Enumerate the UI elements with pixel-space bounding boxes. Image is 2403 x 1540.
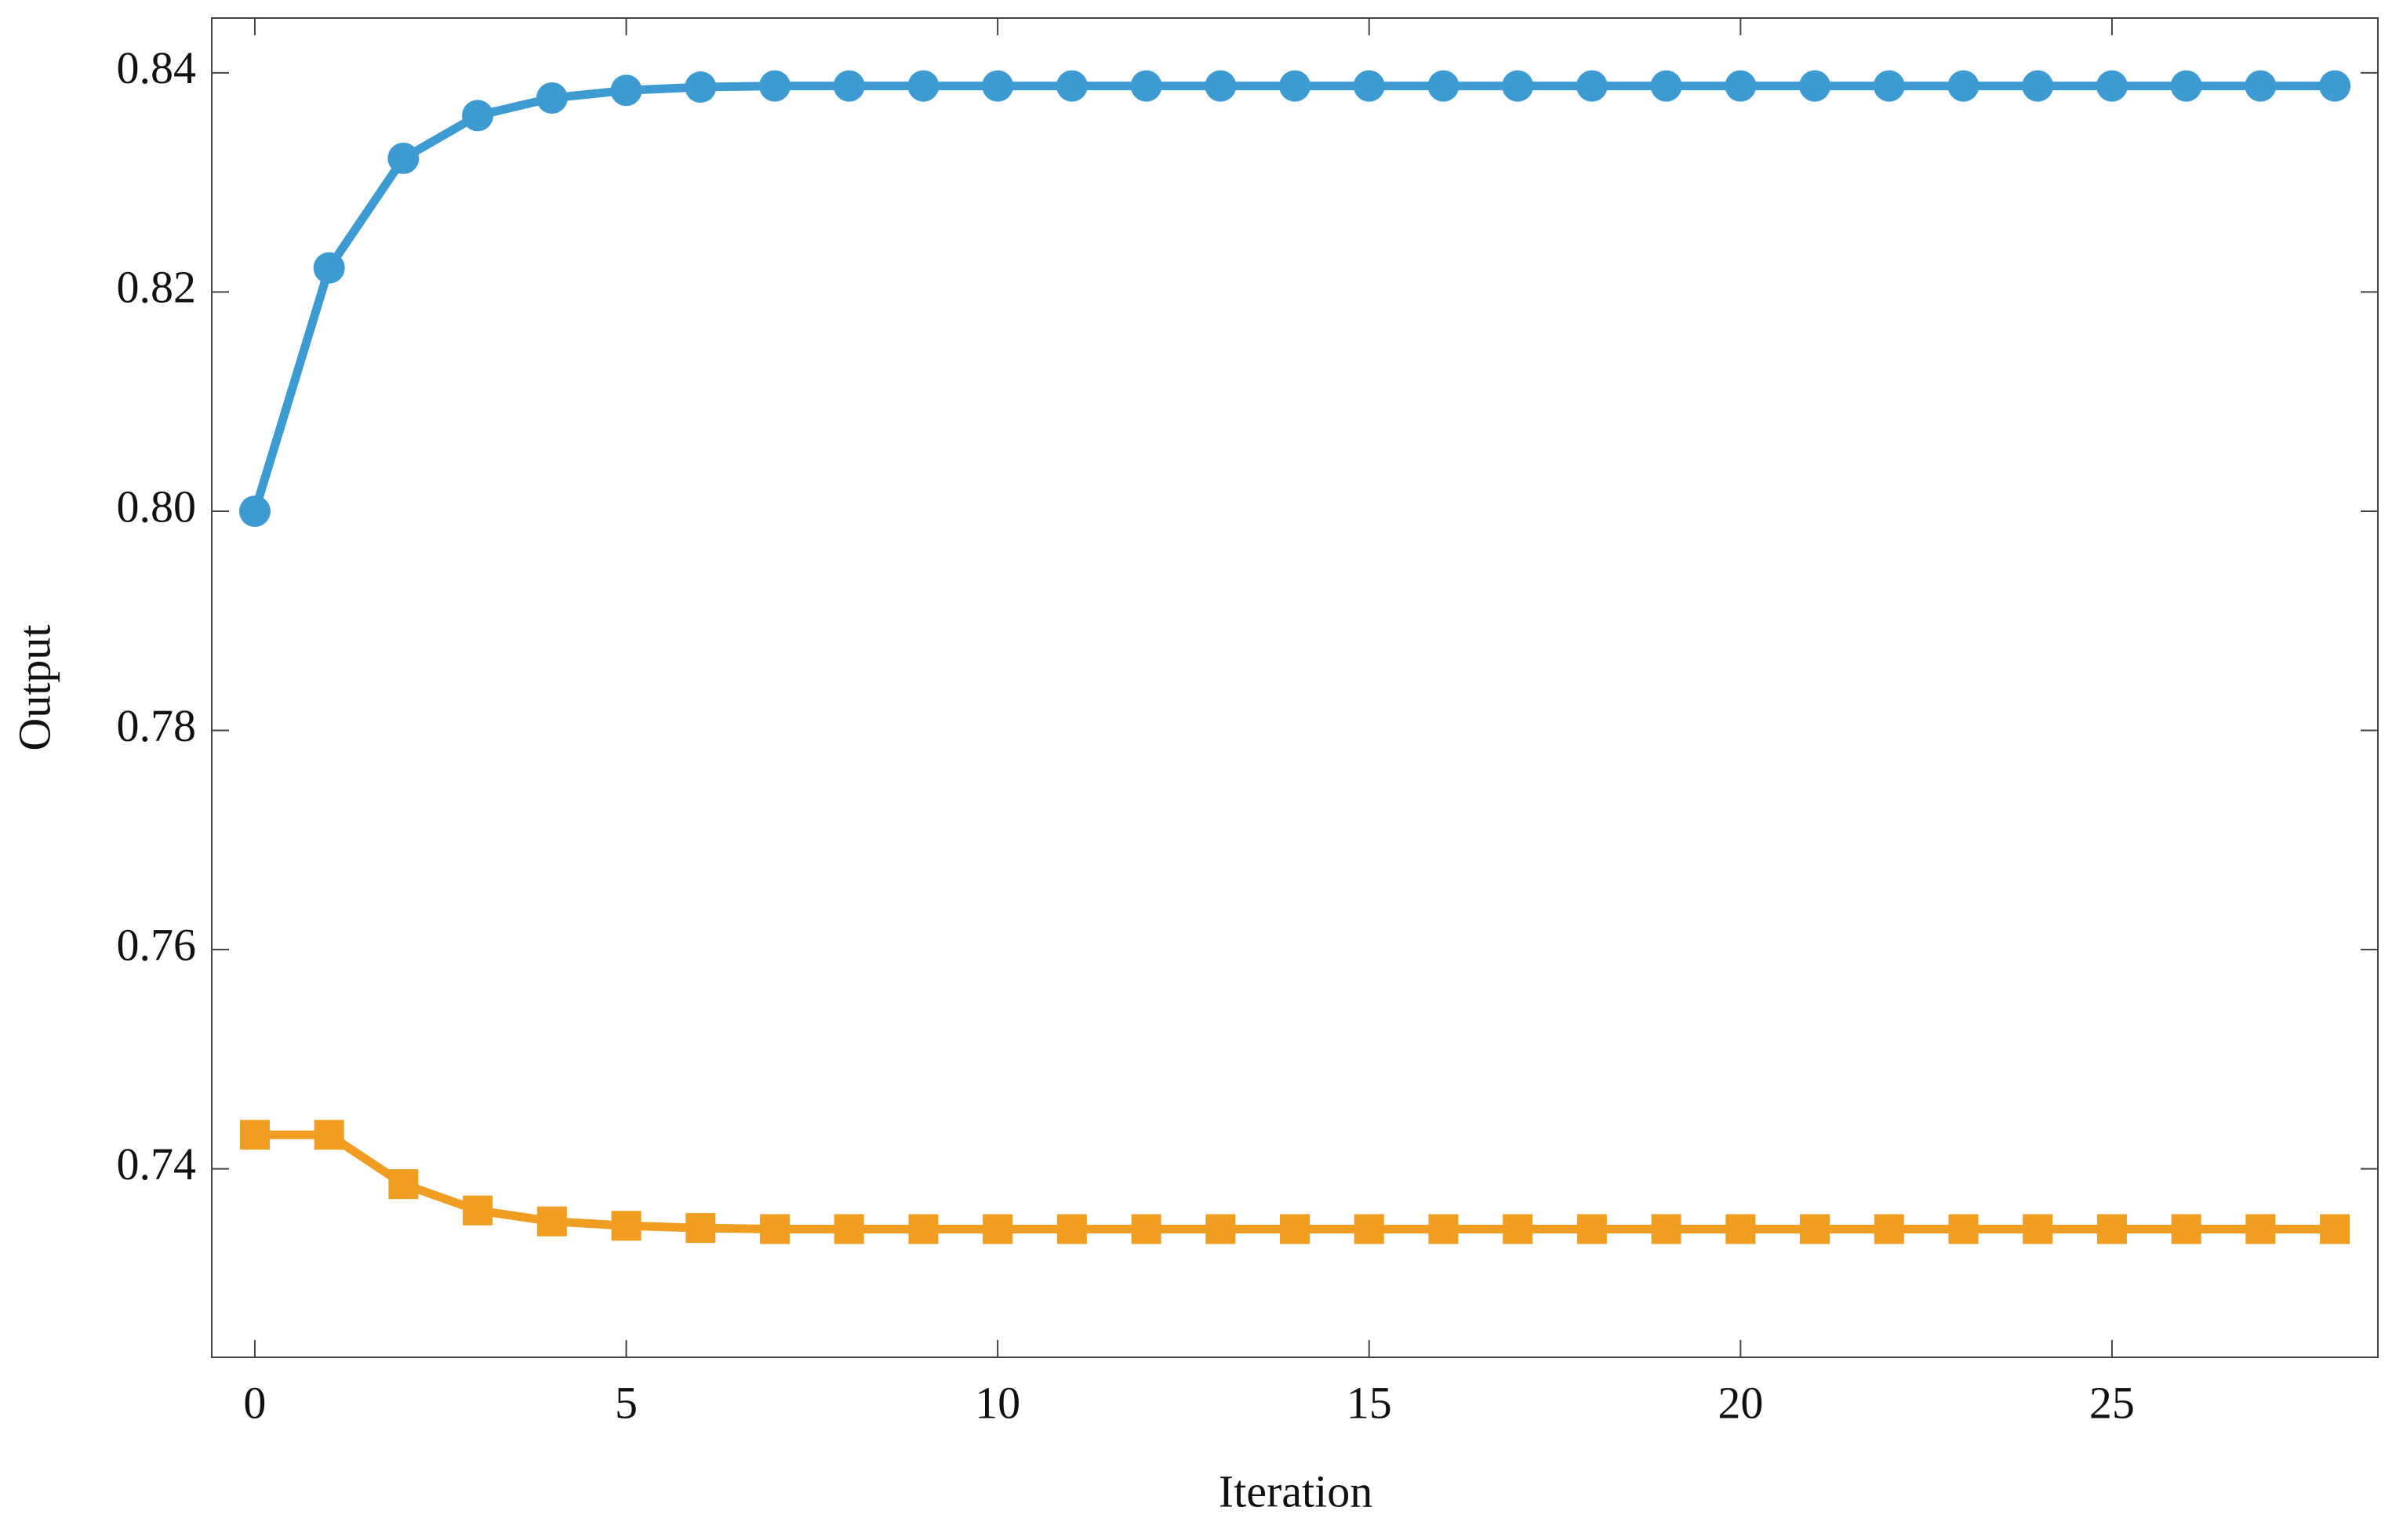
point-marker <box>2319 70 2351 102</box>
point-marker <box>758 70 791 102</box>
point-marker <box>1799 70 1831 102</box>
point-marker <box>907 70 940 102</box>
point-marker <box>1205 1214 1236 1244</box>
point-marker <box>610 74 642 107</box>
point-marker <box>1576 70 1608 102</box>
point-marker <box>1948 1214 1979 1244</box>
point-marker <box>833 70 865 102</box>
point-marker <box>1576 1214 1607 1244</box>
point-marker <box>1874 1214 1904 1244</box>
point-marker <box>1354 1214 1384 1244</box>
point-marker <box>1428 1214 1459 1244</box>
point-marker <box>387 142 420 174</box>
y-axis-title: Output <box>9 624 60 750</box>
point-marker <box>2320 1214 2350 1244</box>
x-tick-label: 15 <box>1347 1377 1392 1428</box>
point-marker <box>2096 70 2128 102</box>
point-marker <box>685 71 717 104</box>
point-marker <box>536 1206 567 1237</box>
point-marker <box>759 1214 790 1244</box>
point-marker <box>239 1120 270 1150</box>
point-marker <box>1131 1214 1162 1244</box>
point-marker <box>2023 1214 2053 1244</box>
x-axis-title: Iteration <box>1219 1466 1372 1516</box>
point-marker <box>1873 70 1905 102</box>
x-tick-label: 10 <box>975 1377 1020 1428</box>
point-marker <box>685 1213 716 1244</box>
point-marker <box>1947 70 1979 102</box>
point-marker <box>1056 70 1088 102</box>
point-marker <box>536 82 568 114</box>
point-marker <box>1650 70 1682 102</box>
point-marker <box>1279 70 1311 102</box>
x-tick-label: 20 <box>1718 1377 1763 1428</box>
point-marker <box>1130 70 1162 102</box>
x-tick-label: 0 <box>243 1377 266 1428</box>
point-marker <box>2022 70 2054 102</box>
point-marker <box>982 70 1014 102</box>
plot-frame <box>211 17 2379 1358</box>
point-marker <box>1502 70 1534 102</box>
point-marker <box>1427 70 1460 102</box>
point-marker <box>463 1195 493 1226</box>
point-marker <box>2171 1214 2201 1244</box>
point-marker <box>313 252 345 284</box>
point-marker <box>2096 1214 2127 1244</box>
y-tick-label: 0.76 <box>117 919 197 970</box>
point-marker <box>1651 1214 1681 1244</box>
y-tick-label: 0.84 <box>117 42 197 93</box>
point-marker <box>314 1120 344 1150</box>
y-tick-label: 0.74 <box>117 1139 197 1190</box>
point-marker <box>1353 70 1385 102</box>
point-marker <box>1056 1214 1087 1244</box>
point-marker <box>983 1214 1013 1244</box>
point-marker <box>2245 1214 2276 1244</box>
point-marker <box>1205 70 1237 102</box>
x-tick-label: 5 <box>615 1377 638 1428</box>
point-marker <box>1725 70 1757 102</box>
point-marker <box>1280 1214 1310 1244</box>
point-marker <box>1800 1214 1830 1244</box>
point-marker <box>1503 1214 1533 1244</box>
y-tick-label: 0.82 <box>117 262 197 313</box>
point-marker <box>1725 1214 1756 1244</box>
point-marker <box>611 1211 642 1241</box>
point-marker <box>2245 70 2277 102</box>
point-marker <box>388 1169 419 1200</box>
x-tick-label: 25 <box>2089 1377 2135 1428</box>
y-tick-label: 0.80 <box>117 481 197 532</box>
point-marker <box>462 100 494 132</box>
y-tick-label: 0.78 <box>117 700 197 751</box>
point-marker <box>238 495 271 527</box>
point-marker <box>2170 70 2202 102</box>
point-marker <box>834 1214 864 1244</box>
point-marker <box>908 1214 939 1244</box>
